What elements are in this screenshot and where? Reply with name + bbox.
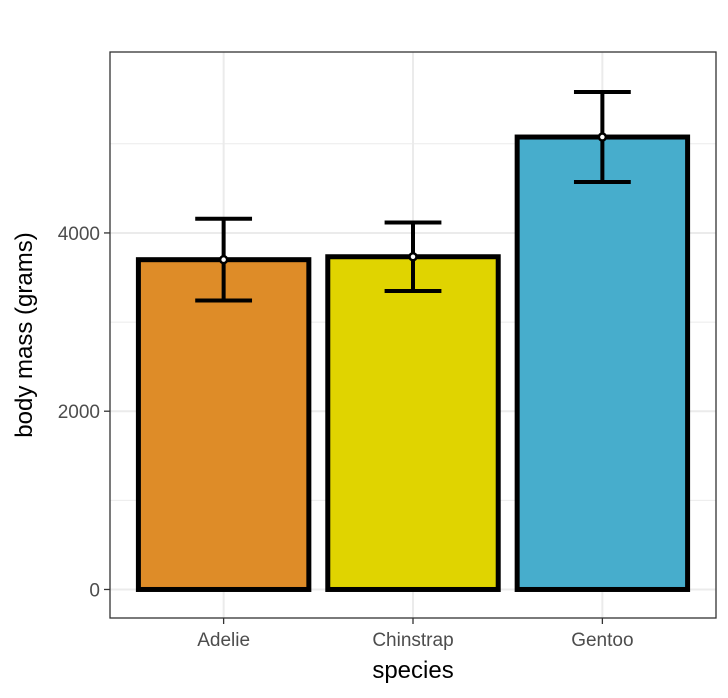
- x-axis-ticks: Adelie Chinstrap Gentoo: [197, 618, 634, 651]
- mean-point-gentoo: [597, 132, 608, 142]
- error-bars: [195, 90, 631, 303]
- x-tick-label: Adelie: [197, 630, 250, 651]
- y-tick-label: 0: [89, 580, 100, 601]
- bar-adelie: [135, 257, 312, 592]
- y-tick-label: 2000: [58, 402, 100, 423]
- x-tick-label: Chinstrap: [372, 630, 453, 651]
- x-tick-label: Gentoo: [571, 630, 633, 651]
- mean-point-adelie: [218, 254, 229, 265]
- x-axis-title: species: [372, 657, 453, 684]
- y-axis-ticks: 0 2000 4000: [58, 224, 110, 601]
- y-tick-label: 4000: [58, 224, 100, 245]
- bar-chinstrap: [325, 254, 501, 592]
- bar-gentoo: [514, 134, 691, 592]
- mean-point-chinstrap: [408, 251, 418, 262]
- y-axis-title: body mass (grams): [11, 232, 38, 437]
- bars: [135, 134, 691, 592]
